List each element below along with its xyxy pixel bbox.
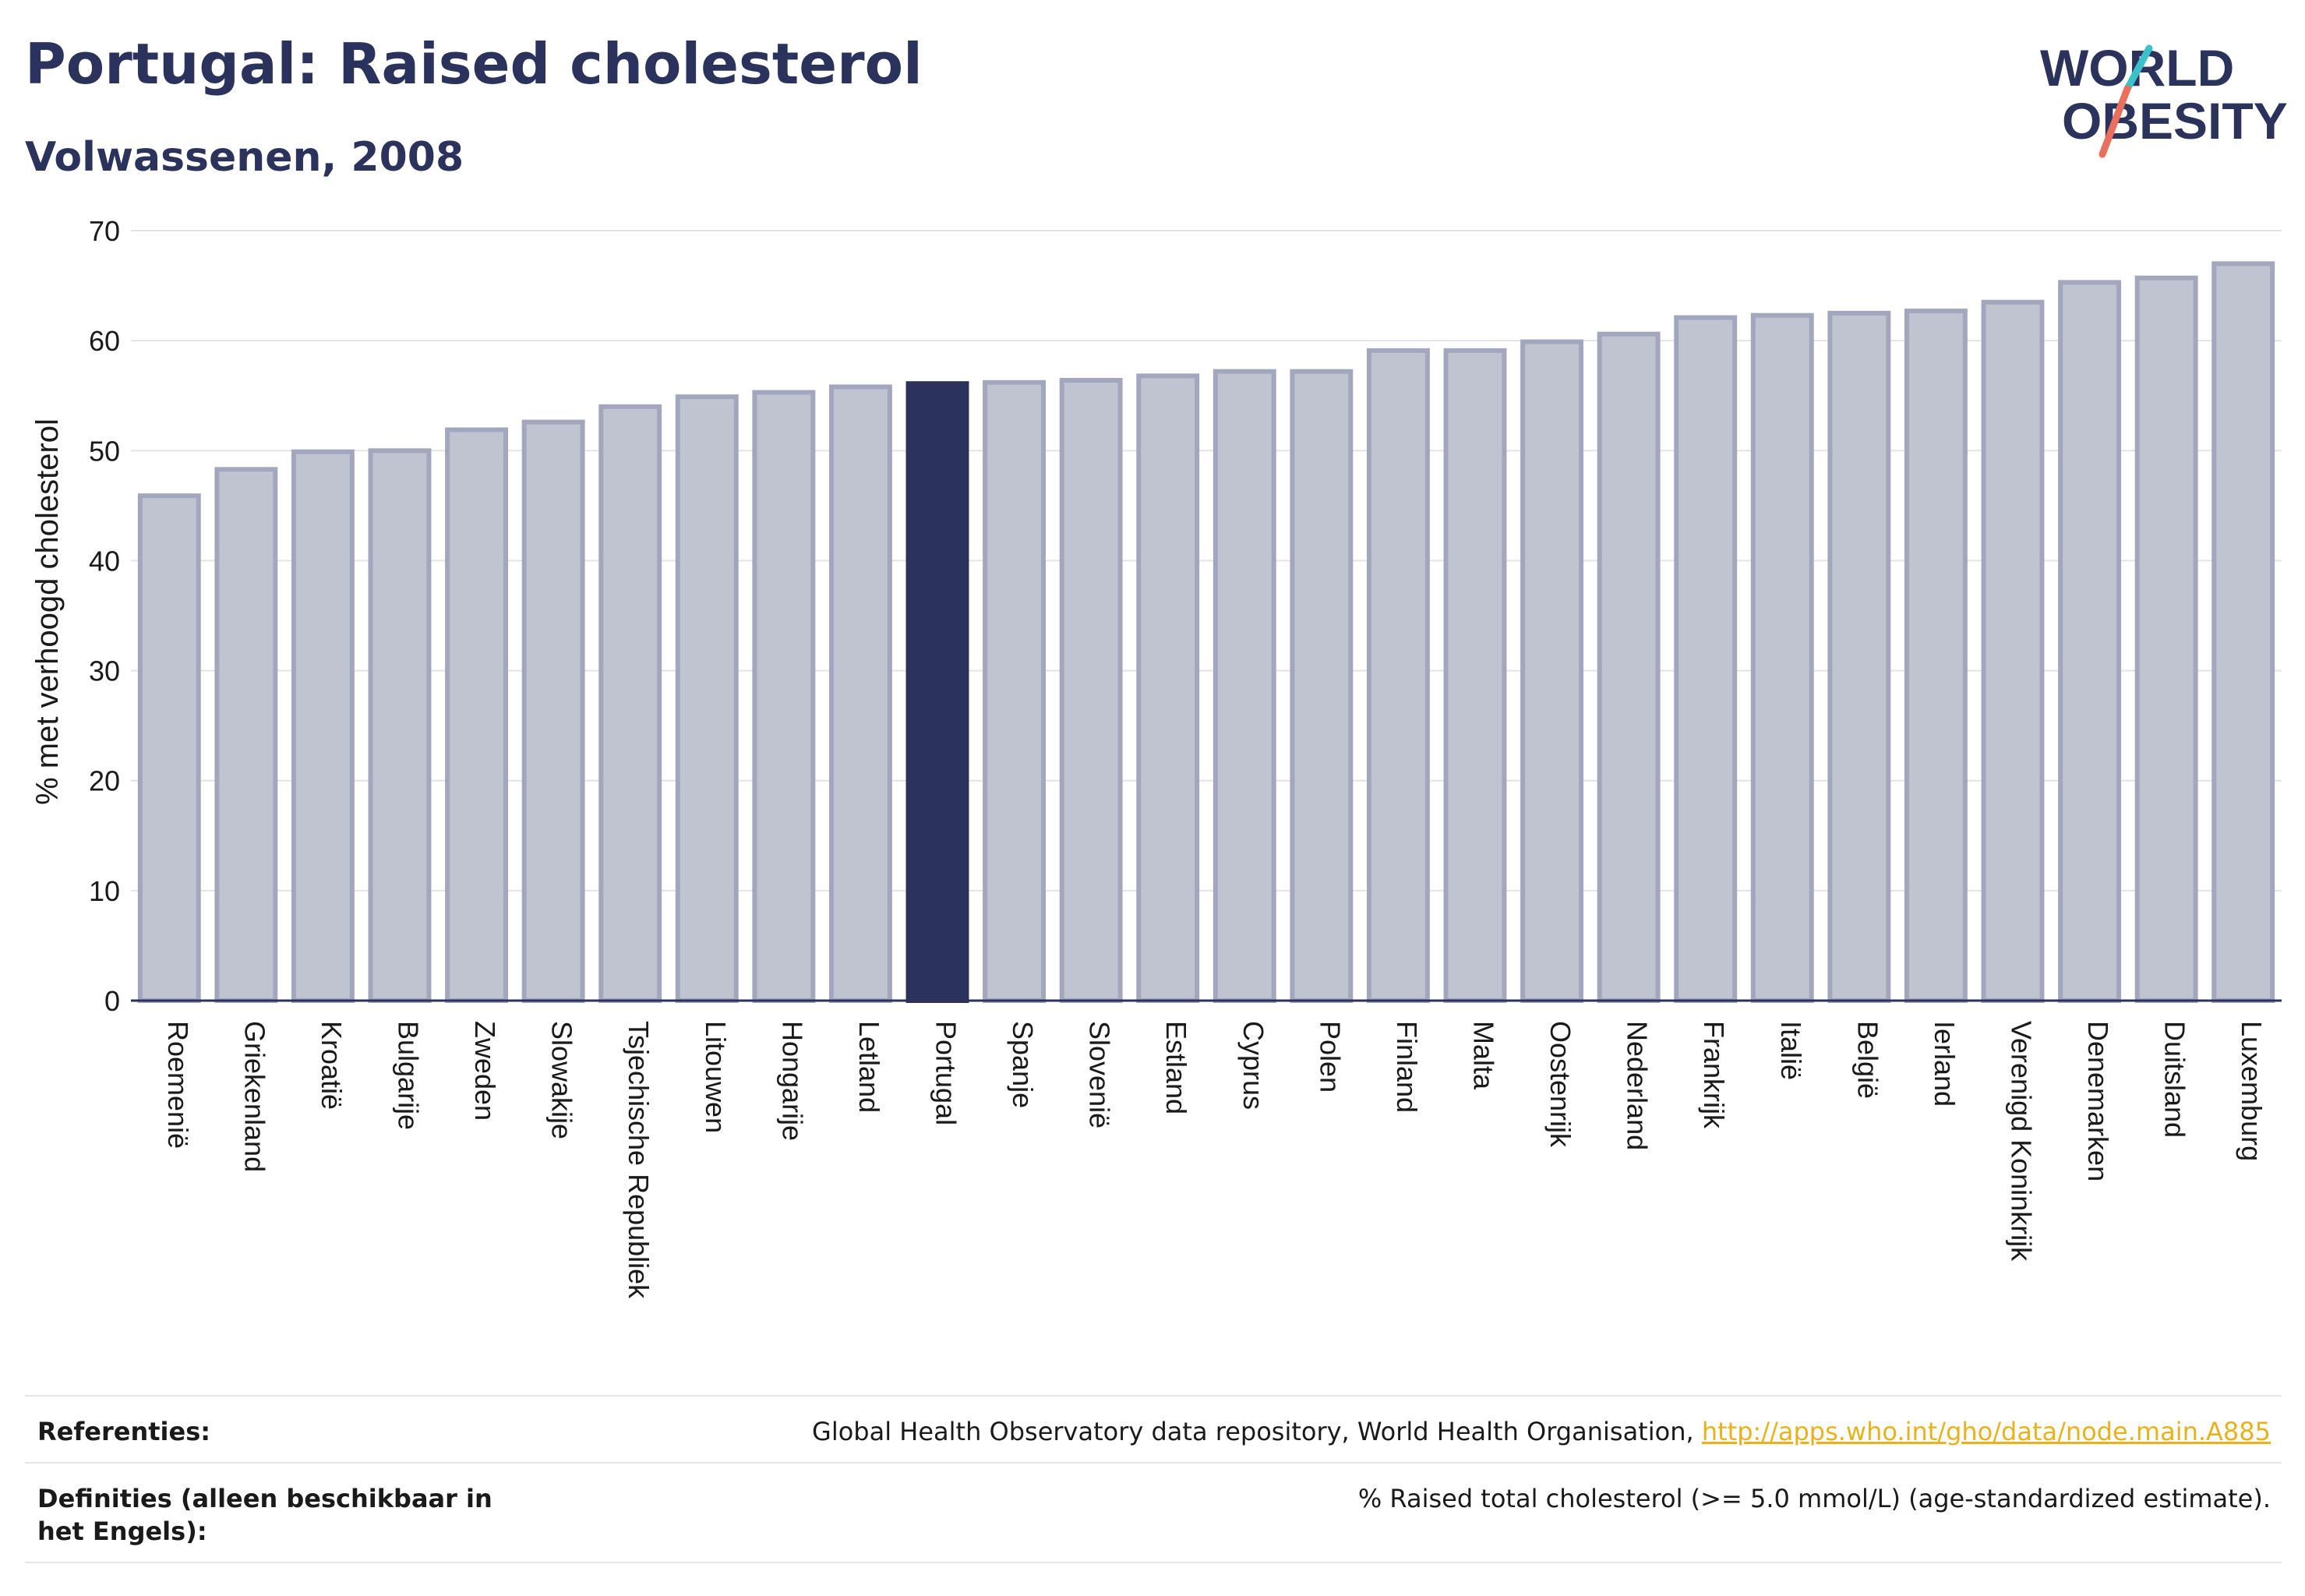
y-tick-label: 70 xyxy=(89,215,120,247)
bar-nederland[interactable] xyxy=(1597,331,1661,1004)
x-tick-label: Litouwen xyxy=(700,1021,732,1133)
x-tick-label: Denemarken xyxy=(2082,1021,2114,1181)
x-tick-label: Ierland xyxy=(1929,1021,1961,1107)
bar-slowakije[interactable] xyxy=(521,419,585,1003)
x-tick-label: Hongarije xyxy=(776,1021,808,1141)
bar-denemarken[interactable] xyxy=(2058,280,2122,1003)
bar-roemenië[interactable] xyxy=(137,493,201,1003)
bar-spanje[interactable] xyxy=(983,380,1047,1003)
x-tick-label: Spanje xyxy=(1007,1021,1039,1108)
bar-luxemburg[interactable] xyxy=(2211,261,2275,1004)
x-tick-label: Griekenland xyxy=(238,1021,270,1172)
x-tick-label: Nederland xyxy=(1622,1021,1654,1150)
y-tick-label: 10 xyxy=(89,875,120,907)
x-tick-label: Malta xyxy=(1467,1021,1499,1090)
bar-hongarije[interactable] xyxy=(752,390,816,1004)
definitions-value: % Raised total cholesterol (>= 5.0 mmol/… xyxy=(1357,1484,2271,1513)
references-row: Referenties: Global Health Observatory d… xyxy=(25,1395,2282,1462)
x-tick-label: Oostenrijk xyxy=(1544,1021,1576,1148)
y-tick-label: 40 xyxy=(89,545,120,577)
definitions-label: Definities (alleen beschikbaar in het En… xyxy=(37,1484,492,1546)
bar-portugal[interactable] xyxy=(905,381,969,1003)
bar-polen[interactable] xyxy=(1290,369,1354,1004)
references-text: Global Health Observatory data repositor… xyxy=(812,1417,1702,1446)
y-axis-label: % met verhoogd cholesterol xyxy=(30,418,65,805)
references-value: Global Health Observatory data repositor… xyxy=(812,1415,2271,1448)
chart-subtitle: Volwassenen, 2008 xyxy=(25,134,464,181)
y-tick-label: 60 xyxy=(89,325,120,357)
bar-litouwen[interactable] xyxy=(675,394,739,1003)
bar-chart: 0 10 20 30 40 50 60 70 Roemenië Griekenland Kroat… xyxy=(30,215,2282,1299)
bar-belgië[interactable] xyxy=(1827,310,1891,1004)
x-tick-label: Finland xyxy=(1391,1021,1423,1113)
definitions-row: Definities (alleen beschikbaar in het En… xyxy=(25,1462,2282,1563)
chart-title: Portugal: Raised cholesterol xyxy=(25,31,923,97)
logo-slash-teal xyxy=(2123,44,2153,93)
x-tick-label: Letland xyxy=(853,1021,885,1113)
bar-slovenië[interactable] xyxy=(1059,377,1123,1003)
bar-tsjechische-republiek[interactable] xyxy=(598,404,662,1003)
x-tick-label: Polen xyxy=(1314,1021,1346,1093)
x-tick-label: Roemenië xyxy=(162,1021,194,1149)
bar-ierland[interactable] xyxy=(1904,309,1968,1003)
x-tick-label: Slowakije xyxy=(546,1021,578,1139)
y-tick-labels: 0 10 20 30 40 50 60 70 xyxy=(89,215,120,1017)
x-tick-labels: Roemenië Griekenland Kroatië Bulgarije Zwede… xyxy=(162,1021,2268,1299)
x-tick-label: Frankrijk xyxy=(1698,1021,1730,1129)
bar-duitsland[interactable] xyxy=(2134,275,2198,1004)
references-label: Referenties: xyxy=(37,1417,211,1446)
bar-estland[interactable] xyxy=(1136,373,1200,1003)
bar-bulgarije[interactable] xyxy=(368,448,432,1003)
references-link[interactable]: http://apps.who.int/gho/data/node.main.A… xyxy=(1701,1417,2271,1446)
x-tick-label: Duitsland xyxy=(2159,1021,2191,1138)
logo-slash-coral xyxy=(2099,85,2131,158)
logo-word-obesity: OBESITY xyxy=(2062,92,2288,150)
bar-italië[interactable] xyxy=(1750,312,1814,1003)
bar-finland[interactable] xyxy=(1366,348,1430,1003)
bar-kroatië[interactable] xyxy=(291,449,355,1003)
bar-oostenrijk[interactable] xyxy=(1520,339,1584,1004)
bar-cyprus[interactable] xyxy=(1213,369,1276,1004)
y-tick-label: 0 xyxy=(104,985,120,1017)
y-tick-label: 20 xyxy=(89,765,120,797)
x-tick-label: Verenigd Koninkrijk xyxy=(2005,1021,2037,1262)
y-tick-label: 30 xyxy=(89,655,120,687)
x-tick-label: Bulgarije xyxy=(392,1021,424,1130)
x-tick-label: Portugal xyxy=(930,1021,962,1125)
x-tick-label: Luxemburg xyxy=(2236,1021,2268,1161)
x-tick-label: Estland xyxy=(1160,1021,1192,1114)
references-table: Referenties: Global Health Observatory d… xyxy=(25,1395,2282,1563)
world-obesity-logo[interactable]: WORLD OBESITY xyxy=(2040,37,2289,170)
bar-frankrijk[interactable] xyxy=(1674,315,1738,1003)
x-tick-label: Slovenië xyxy=(1084,1021,1116,1128)
x-tick-label: Italië xyxy=(1775,1021,1807,1080)
y-tick-label: 50 xyxy=(89,435,120,467)
bar-verenigd-koninkrijk[interactable] xyxy=(1981,299,2045,1003)
x-tick-label: België xyxy=(1851,1021,1883,1099)
x-tick-label: Cyprus xyxy=(1237,1021,1269,1110)
bar-griekenland[interactable] xyxy=(214,467,278,1003)
bar-letland[interactable] xyxy=(828,384,892,1003)
x-tick-label: Kroatië xyxy=(316,1021,348,1110)
bar-zweden[interactable] xyxy=(445,427,509,1003)
x-tick-label: Zweden xyxy=(469,1021,501,1121)
bar-malta[interactable] xyxy=(1443,348,1507,1003)
x-tick-label: Tsjechische Republiek xyxy=(623,1021,655,1299)
